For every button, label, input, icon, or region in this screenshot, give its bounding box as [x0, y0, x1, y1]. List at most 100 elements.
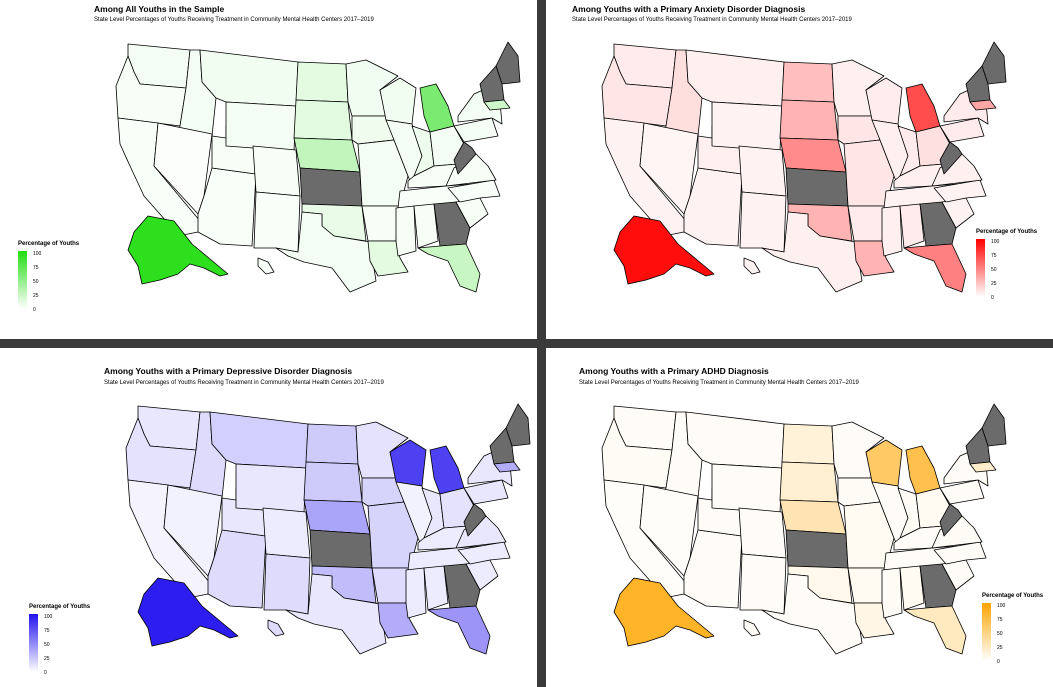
legend-tick: 100	[44, 614, 53, 620]
legend-color-bar	[18, 251, 27, 309]
state-region-nh-vt	[479, 65, 505, 103]
state-region-ks	[309, 529, 373, 569]
panel-title: Among Youths with a Primary Anxiety Diso…	[572, 4, 806, 14]
state-region-nm	[263, 553, 311, 615]
us-choropleth-map	[601, 41, 1007, 293]
state-region-ar	[361, 205, 401, 242]
legend-tick: 50	[991, 267, 997, 273]
legend-color-bar	[976, 239, 985, 297]
state-region-ak	[613, 215, 715, 285]
state-region-fl	[417, 243, 481, 293]
state-region-wv	[939, 141, 963, 175]
legend: Percentage of Youths 100 75 50 25 0	[29, 604, 91, 676]
state-region-ma	[483, 99, 511, 111]
state-region-va	[931, 515, 983, 549]
state-region-nm	[253, 191, 301, 253]
us-choropleth-map	[601, 403, 1007, 655]
horizontal-separator	[0, 339, 1053, 348]
state-region-ks	[299, 167, 363, 207]
state-region-nm	[739, 553, 787, 615]
state-region-nd	[305, 423, 359, 465]
state-region-wv	[463, 503, 487, 537]
legend-tick: 75	[33, 265, 39, 271]
legend-tick: 75	[997, 617, 1003, 623]
state-region-fl	[903, 243, 967, 293]
state-region-hi	[257, 257, 275, 275]
panel-subtitle: State Level Percentages of Youths Receiv…	[104, 380, 384, 386]
state-region-sd	[303, 461, 363, 503]
state-region-az	[683, 529, 743, 609]
legend-tick: 100	[33, 251, 42, 257]
state-region-mi	[905, 445, 941, 495]
legend-tick: 50	[997, 631, 1003, 637]
panel-title: Among Youths with a Primary Depressive D…	[104, 366, 353, 376]
state-region-mi	[905, 83, 941, 133]
state-region-nm	[739, 191, 787, 253]
state-region-mi	[429, 445, 465, 495]
state-region-ma	[969, 99, 997, 111]
state-region-ne	[779, 137, 847, 173]
state-region-az	[197, 167, 257, 247]
state-region-nd	[295, 61, 349, 103]
state-region-nh-vt	[965, 65, 991, 103]
state-region-ga	[443, 563, 481, 609]
state-region-ar	[847, 567, 887, 604]
state-region-pa	[939, 117, 985, 143]
state-region-ar	[847, 205, 887, 242]
legend: Percentage of Youths 100 75 50 25 0	[982, 593, 1044, 665]
state-region-co	[738, 507, 787, 559]
state-region-ne	[303, 499, 371, 535]
legend-title: Percentage of Youths	[976, 229, 1038, 235]
state-region-hi	[743, 257, 761, 275]
state-region-wv	[453, 141, 477, 175]
legend-tick: 75	[44, 628, 50, 634]
panel-subtitle: State Level Percentages of Youths Receiv…	[572, 17, 852, 23]
state-region-pa	[939, 479, 985, 505]
state-region-az	[207, 529, 267, 609]
state-region-al	[899, 565, 925, 611]
state-region-nd	[781, 423, 835, 465]
state-region-ak	[127, 215, 229, 285]
legend-color-bar	[982, 603, 991, 661]
legend-title: Percentage of Youths	[982, 593, 1044, 599]
state-region-ne	[293, 137, 361, 173]
state-region-ks	[785, 529, 849, 569]
state-region-ga	[919, 201, 957, 247]
state-region-ma	[969, 461, 997, 473]
state-region-wy	[711, 463, 783, 514]
state-region-wy	[235, 463, 307, 514]
state-region-ga	[433, 201, 471, 247]
state-region-pa	[453, 117, 499, 143]
panel-title: Among All Youths in the Sample	[94, 4, 225, 14]
state-region-co	[252, 145, 301, 197]
legend-tick: 25	[991, 281, 997, 287]
state-region-sd	[779, 461, 839, 503]
state-region-ma	[493, 461, 521, 473]
state-region-co	[738, 145, 787, 197]
state-region-wi	[865, 77, 903, 125]
state-region-sd	[779, 99, 839, 141]
state-region-ms	[881, 205, 903, 257]
state-region-wy	[225, 101, 297, 152]
state-region-hi	[743, 619, 761, 637]
state-region-wi	[379, 77, 417, 125]
state-region-fl	[903, 605, 967, 655]
panel-subtitle: State Level Percentages of Youths Receiv…	[579, 380, 859, 386]
state-region-ms	[405, 567, 427, 619]
legend-tick: 0	[33, 307, 36, 313]
legend: Percentage of Youths 100 75 50 25 0	[976, 229, 1038, 301]
state-region-ms	[881, 567, 903, 619]
state-region-co	[262, 507, 311, 559]
legend-tick: 50	[44, 642, 50, 648]
legend-tick: 100	[991, 239, 1000, 245]
legend-title: Percentage of Youths	[29, 604, 91, 610]
state-region-hi	[267, 619, 285, 637]
state-region-wv	[939, 503, 963, 537]
state-region-al	[423, 565, 449, 611]
legend-tick: 25	[997, 645, 1003, 651]
legend-tick: 50	[33, 279, 39, 285]
state-region-sd	[293, 99, 353, 141]
state-region-wi	[865, 439, 903, 487]
legend-color-bar	[29, 614, 38, 672]
state-region-az	[683, 167, 743, 247]
